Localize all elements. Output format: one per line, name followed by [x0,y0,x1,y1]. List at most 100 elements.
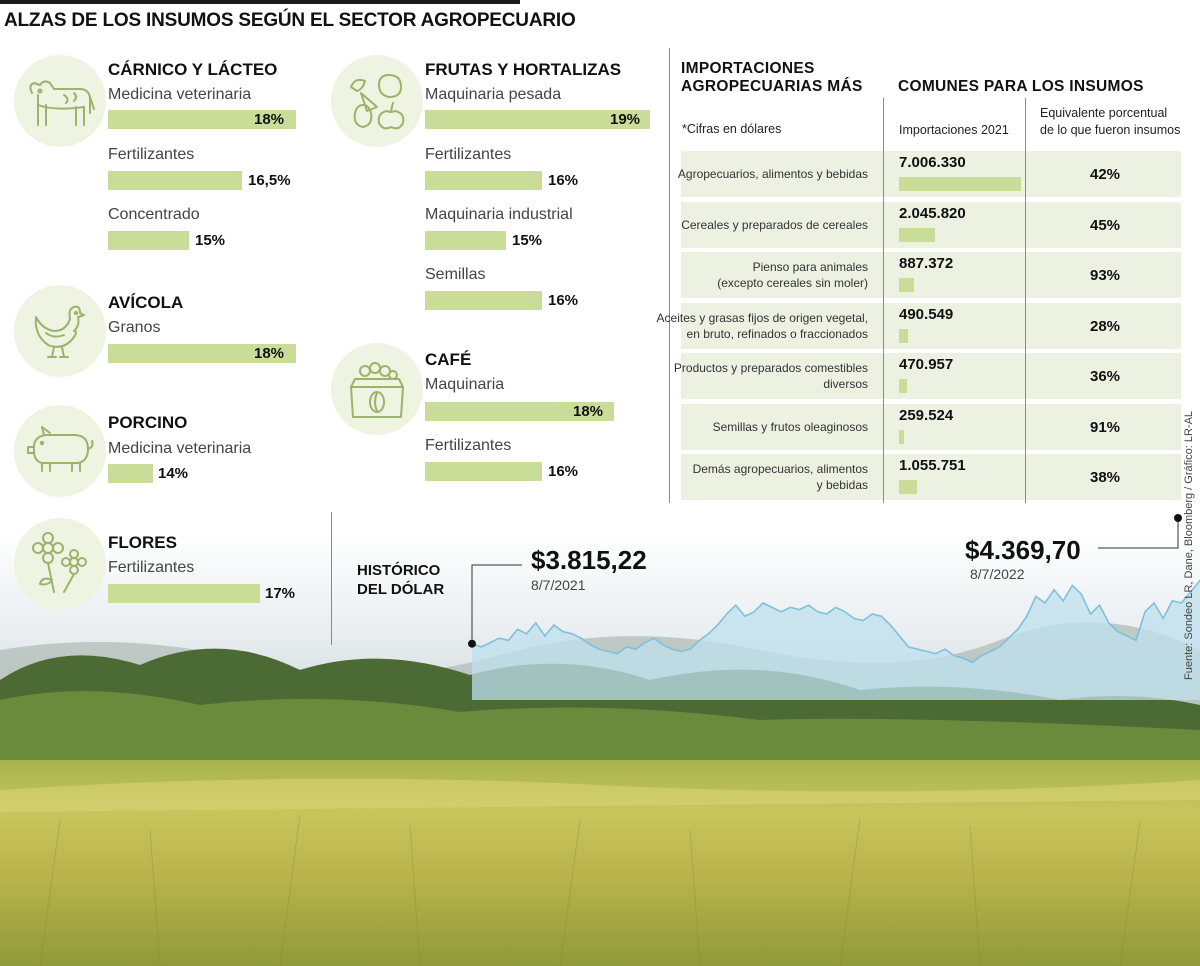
bar [108,464,153,483]
bar [108,344,296,363]
row-value: 1.055.751 [899,457,966,474]
row-label-line: Agropecuarios, alimentos y bebidas [677,167,868,181]
table-row [681,302,1181,349]
row-label-line: diversos [823,377,868,392]
dollar-title-line-2: DEL DÓLAR [357,580,445,598]
table-row [681,454,1181,500]
row-value: 2.045.820 [899,204,966,222]
row-value: 887.372 [899,255,954,272]
bar [425,110,650,129]
row-label-line: y bebidas [816,478,868,493]
row-bar [899,227,935,242]
item-label: Medicina veterinaria [108,440,252,457]
sector-title-frutas: FRUTAS Y HORTALIZAS [425,60,622,79]
bar-value: 16% [548,463,579,480]
row-bar [899,379,908,393]
pig-icon [14,405,106,497]
row-value: 259.524 [899,406,954,424]
end-leader-line [1098,518,1179,549]
row-label: Pienso para animales (excepto cereales si… [717,259,868,291]
row-percentage: 28% [1089,317,1121,335]
row-percentage: 36% [1089,368,1121,385]
table-row [681,353,1181,399]
sector-title-avicola: AVÍCOLA [108,293,184,312]
row-label-line: en bruto, refinados o fraccionados [686,326,868,341]
row-label: Semillas y frutos oleaginosos [713,419,868,435]
row-label: Productos y preparados comestibles divers… [674,360,868,392]
item-label: Fertilizantes [425,146,512,163]
row-bar [899,429,904,444]
row-percentage: 45% [1089,216,1121,234]
row-label-line: Pienso para animales [752,260,868,274]
item-label: Semillas [425,266,486,283]
row-bar [899,177,1021,191]
sector-title-porcino: PORCINO [108,413,188,432]
row-label-line: Semillas y frutos oleaginosos [712,419,868,434]
coffee-sack-icon [331,343,423,435]
sector-title-cafe: CAFÉ [425,350,472,369]
row-value: 7.006.330 [899,154,966,171]
dollar-series-line [471,579,1200,664]
row-label-line: (excepto cereales sin moler) [717,276,868,291]
item-label: Concentrado [108,206,200,223]
item-label: Maquinaria industrial [425,206,573,223]
bar-value: 15% [512,232,543,249]
bar-value: 18% [254,111,285,128]
row-percentage: 91% [1089,418,1121,436]
start-price: $3.815,22 [531,545,647,575]
row-bar [899,328,908,343]
row-bar [899,480,918,494]
bar [108,171,242,190]
imports-title-line-2: AGROPECUARIAS MÁS [681,78,863,95]
table-row [681,252,1181,298]
row-value: 470.957 [899,356,954,373]
flower-icon [14,518,106,610]
item-label: Fertilizantes [108,146,195,163]
item-label: Fertilizantes [108,559,195,576]
row-label: Aceites y grasas fijos de origen vegetal… [657,310,868,342]
dollar-area [472,580,1200,700]
row-percentage: 93% [1089,267,1121,284]
bar [425,171,542,190]
start-date: 8/7/2021 [531,577,586,593]
start-leader-line [471,564,522,644]
end-point-marker [1174,514,1182,522]
bar-value: 17% [265,585,296,602]
table-column-divider [883,98,884,503]
row-label-line: Productos y preparados comestibles [673,361,868,375]
table-column-divider [1025,98,1026,503]
row-label: Demás agropecuarios, alimentos y bebidas [693,461,868,493]
col-header-pct-2: de lo que fueron insumos [1040,123,1181,137]
item-label: Maquinaria [425,376,505,393]
end-price: $4.369,70 [965,535,1081,565]
bar [425,291,542,310]
fruits-vegetables-icon [331,55,423,147]
sector-title-carnico: CÁRNICO Y LÁCTEO [108,60,278,79]
imports-title-right: COMUNES PARA LOS INSUMOS [898,78,1144,95]
row-bar [899,278,915,292]
item-label: Medicina veterinaria [108,86,252,103]
bar-value: 19% [610,111,641,128]
title-rule [0,0,520,4]
item-label: Granos [108,319,161,336]
imports-note: *Cifras en dólares [682,122,782,136]
row-percentage: 38% [1089,469,1121,486]
bar-value: 16% [548,292,579,309]
imports-title-line-1: IMPORTACIONES [681,60,815,77]
divider [669,48,670,503]
bar-value: 16,5% [248,172,291,189]
divider [331,512,332,645]
bar [108,584,260,603]
bar [108,231,189,250]
bar-value: 16% [548,172,579,189]
start-point-marker [468,639,476,648]
page-title: ALZAS DE LOS INSUMOS SEGÚN EL SECTOR AGR… [4,10,576,31]
sector-title-flores: FLORES [108,533,177,552]
row-label-line: Cereales y preparados de cereales [681,217,868,232]
end-date: 8/7/2022 [970,566,1025,582]
table-row [681,403,1181,450]
dollar-title-line-1: HISTÓRICO [357,562,441,579]
item-label: Maquinaria pesada [425,86,562,103]
bar-value: 18% [254,345,285,362]
